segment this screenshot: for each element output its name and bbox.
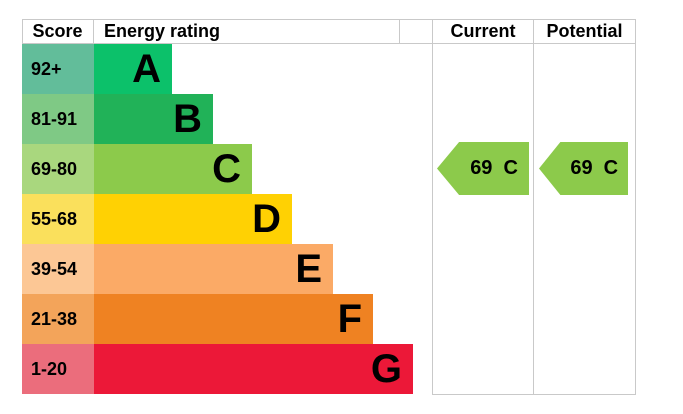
score-range-label: 69-80 bbox=[22, 144, 94, 194]
current-rating-arrow: 69 C bbox=[437, 142, 529, 195]
band-letter: C bbox=[212, 147, 241, 191]
band-row-c: 69-80 C bbox=[22, 144, 252, 194]
header-bottom-border bbox=[22, 43, 636, 44]
score-range-label: 92+ bbox=[22, 44, 94, 94]
band-letter: E bbox=[295, 247, 322, 291]
band-letter: A bbox=[132, 47, 161, 91]
score-range-label: 81-91 bbox=[22, 94, 94, 144]
energy-band-bar-f: F bbox=[94, 294, 373, 344]
energy-band-bar-g: G bbox=[94, 344, 413, 394]
energy-band-bar-e: E bbox=[94, 244, 333, 294]
column-header-potential: Potential bbox=[546, 20, 623, 41]
energy-band-bar-a: A bbox=[94, 44, 172, 94]
divider-rating-end bbox=[399, 19, 400, 44]
potential-rating-value: 69 bbox=[570, 157, 593, 179]
band-letter: D bbox=[252, 197, 281, 241]
energy-band-bar-c: C bbox=[94, 144, 252, 194]
current-rating-band: C bbox=[503, 157, 518, 179]
column-header-energy-rating: Energy rating bbox=[104, 20, 221, 41]
score-range-label: 1-20 bbox=[22, 344, 94, 394]
band-row-g: 1-20 G bbox=[22, 344, 413, 394]
potential-rating-arrow: 69 C bbox=[539, 142, 628, 195]
score-range-label: 21-38 bbox=[22, 294, 94, 344]
divider-table-left bbox=[22, 19, 23, 44]
table-top-border bbox=[22, 19, 636, 20]
band-row-d: 55-68 D bbox=[22, 194, 292, 244]
divider-score-rating bbox=[93, 19, 94, 44]
score-range-label: 55-68 bbox=[22, 194, 94, 244]
potential-rating-band: C bbox=[603, 157, 619, 179]
band-letter: B bbox=[173, 97, 202, 141]
band-letter: F bbox=[337, 297, 362, 341]
energy-band-bar-b: B bbox=[94, 94, 213, 144]
band-row-f: 21-38 F bbox=[22, 294, 373, 344]
divider-table-right bbox=[635, 19, 636, 395]
energy-band-bar-d: D bbox=[94, 194, 292, 244]
table-bottom-border bbox=[432, 394, 636, 395]
band-row-e: 39-54 E bbox=[22, 244, 333, 294]
score-range-label: 39-54 bbox=[22, 244, 94, 294]
band-letter: G bbox=[370, 347, 402, 391]
current-rating-value: 69 bbox=[470, 157, 493, 179]
column-header-current: Current bbox=[450, 20, 516, 41]
divider-current-potential bbox=[533, 19, 534, 395]
divider-current-left bbox=[432, 19, 433, 395]
column-header-score: Score bbox=[32, 20, 83, 41]
band-row-b: 81-91 B bbox=[22, 94, 213, 144]
band-row-a: 92+ A bbox=[22, 44, 172, 94]
